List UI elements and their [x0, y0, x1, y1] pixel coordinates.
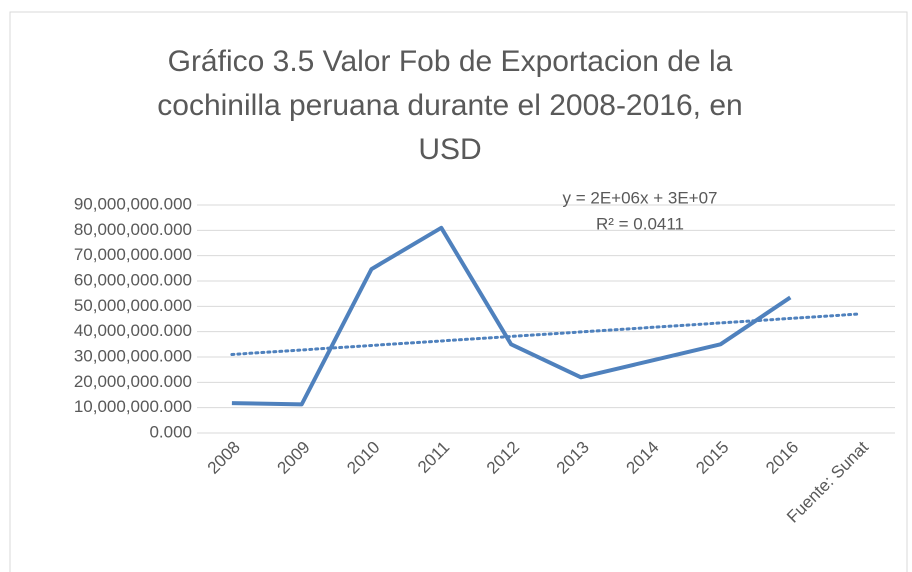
chart-frame — [9, 11, 908, 572]
x-tick-label: 2010 — [343, 438, 383, 478]
trendline-equation: y = 2E+06x + 3E+07 — [562, 188, 717, 207]
trendline — [230, 312, 862, 356]
y-tick-label: 30,000,000.000 — [74, 346, 192, 365]
x-tick-label: 2011 — [414, 438, 453, 477]
y-tick-label: 40,000,000.000 — [74, 321, 192, 340]
y-tick-label: 20,000,000.000 — [74, 372, 192, 391]
x-tick-label: 2014 — [623, 438, 663, 478]
y-tick-label: 10,000,000.000 — [74, 397, 192, 416]
x-tick-label: 2016 — [762, 438, 802, 478]
x-tick-label: 2013 — [553, 438, 593, 478]
y-tick-label: 90,000,000.000 — [74, 194, 192, 213]
x-tick-label: 2012 — [483, 438, 523, 478]
y-tick-label: 50,000,000.000 — [74, 296, 192, 315]
chart-title: Gráfico 3.5 Valor Fob de Exportacion de … — [157, 45, 743, 166]
y-tick-label: 80,000,000.000 — [74, 220, 192, 239]
y-tick-label: 60,000,000.000 — [74, 270, 192, 289]
data-line — [231, 225, 792, 407]
x-tick-label: 2009 — [274, 438, 314, 478]
trendline-r2: R² = 0.0411 — [596, 214, 684, 233]
x-tick-label: 2008 — [204, 438, 244, 478]
y-tick-label: 0.000 — [149, 422, 192, 441]
x-tick-label: 2015 — [692, 438, 732, 478]
y-tick-label: 70,000,000.000 — [74, 245, 192, 264]
